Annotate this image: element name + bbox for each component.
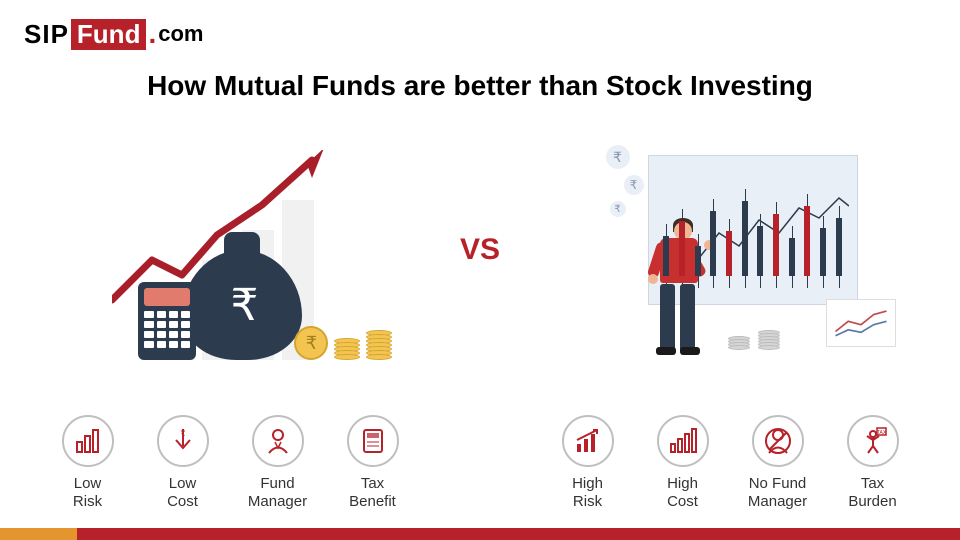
feature-right-2: No FundManager [730, 415, 825, 513]
no-manager-icon [752, 415, 804, 467]
feature-label: No FundManager [730, 475, 825, 513]
stock-illustration: ₹ ₹ ₹ [588, 145, 888, 355]
money-bag-icon: ₹ [182, 230, 302, 360]
svg-text:TAX: TAX [876, 430, 886, 436]
tax-icon [347, 415, 399, 467]
feature-right-0: HighRisk [540, 415, 635, 513]
high-bars-icon [657, 415, 709, 467]
stock-side: ₹ ₹ ₹ [515, 145, 960, 355]
feature-right-3: TAX TaxBurden [825, 415, 920, 513]
investor-person-icon [648, 220, 708, 355]
logo-fund: Fund [71, 19, 147, 50]
feature-label: HighRisk [540, 475, 635, 513]
coins-icon: ₹ [294, 326, 392, 360]
logo-sip: SIP [24, 19, 69, 50]
rising-icon [562, 415, 614, 467]
feature-right-1: HighCost [635, 415, 730, 513]
manager-icon [252, 415, 304, 467]
feature-left-3: TaxBenefit [325, 415, 420, 513]
logo-dot: . [148, 18, 156, 50]
page-title: How Mutual Funds are better than Stock I… [0, 70, 960, 102]
burden-icon: TAX [847, 415, 899, 467]
brand-logo: SIP Fund . com [24, 18, 203, 50]
mutual-fund-side: ₹ ₹ [0, 140, 445, 360]
feature-label: TaxBenefit [325, 475, 420, 513]
calculator-icon [138, 282, 196, 360]
mutual-fund-features: LowRisk ₹ LowCostFundManagerTaxBenefit [40, 415, 420, 513]
footer-bar [0, 528, 960, 540]
feature-label: HighCost [635, 475, 730, 513]
features-row: LowRisk ₹ LowCostFundManagerTaxBenefit Hig… [0, 415, 960, 513]
rupee-icon: ₹ [230, 280, 258, 331]
coin-stacks-icon [728, 332, 784, 355]
feature-label: LowRisk [40, 475, 135, 513]
mutual-fund-illustration: ₹ ₹ [82, 140, 362, 360]
svg-text:₹: ₹ [180, 429, 185, 438]
rupee-bubbles-icon: ₹ ₹ ₹ [606, 145, 644, 223]
feature-label: FundManager [230, 475, 325, 513]
logo-com: com [158, 21, 203, 47]
comparison-row: ₹ ₹ VS ₹ ₹ ₹ [0, 130, 960, 370]
down-arrow-icon: ₹ [157, 415, 209, 467]
vs-label: VS [445, 233, 515, 267]
stock-features: HighRiskHighCostNo FundManager TAX TaxBurd… [540, 415, 920, 513]
bars-icon [62, 415, 114, 467]
feature-label: LowCost [135, 475, 230, 513]
feature-left-0: LowRisk [40, 415, 135, 513]
feature-left-1: ₹ LowCost [135, 415, 230, 513]
feature-label: TaxBurden [825, 475, 920, 513]
feature-left-2: FundManager [230, 415, 325, 513]
mini-chart-icon [826, 299, 896, 347]
